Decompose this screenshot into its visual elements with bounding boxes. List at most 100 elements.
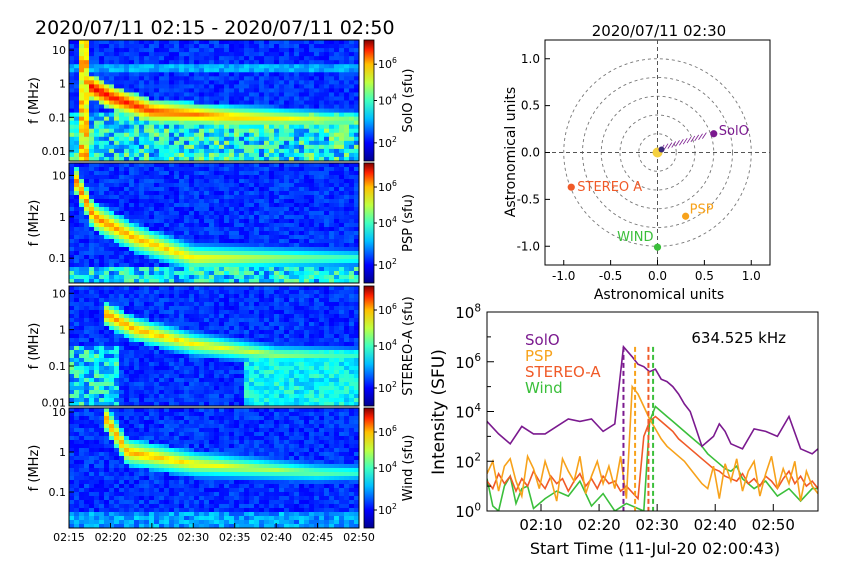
spectrogram-cell (139, 354, 145, 359)
spectrogram-cell (209, 279, 215, 283)
spectrogram-cell (314, 156, 320, 161)
spectrogram-cell (229, 358, 235, 363)
spectrogram-ylabel: f (MHz) (27, 77, 42, 124)
spectrogram-cell (219, 44, 225, 49)
spectrogram-cell (214, 104, 220, 110)
spectrogram-cell (284, 334, 290, 339)
spectrogram-cell (274, 171, 280, 176)
spectrogram-cell (229, 128, 235, 134)
spectrogram-cell (134, 290, 140, 295)
spectrogram-cell (129, 263, 135, 268)
spectrogram-cell (169, 346, 175, 351)
spectrogram-cell (284, 326, 290, 331)
spectrogram-cell (124, 140, 130, 146)
spectrogram-cell (114, 378, 120, 383)
spectrogram-cell (139, 358, 145, 363)
spectrogram-cell (229, 116, 235, 122)
spectrogram-cell (174, 247, 180, 252)
spectrogram-cell (294, 338, 300, 343)
spectrogram-cell (164, 223, 170, 228)
spectrogram-cell (279, 279, 285, 283)
spectrogram-cell (74, 231, 80, 236)
spectrogram-cell (304, 275, 310, 280)
spectrogram-cell (289, 144, 295, 150)
spectrogram-cell (289, 191, 295, 196)
spectrogram-cell (244, 394, 250, 399)
spectrogram-cell (129, 199, 135, 204)
spectrogram-cell (249, 223, 255, 228)
spectrogram-cell (179, 259, 185, 264)
spectrogram-cell (279, 40, 285, 45)
spectrogram-cell (184, 302, 190, 307)
spectrogram-cell (99, 334, 105, 339)
spectrogram-cell (304, 267, 310, 272)
spectrogram-cell (174, 366, 180, 371)
spectrogram-cell (94, 104, 100, 110)
spectrogram-cell (69, 88, 75, 93)
spectrogram-cell (89, 223, 95, 228)
spectrogram-cell (189, 263, 195, 268)
spectrogram-cell (294, 243, 300, 248)
spectrogram-cell (204, 255, 210, 260)
spectrogram-cell (319, 279, 325, 283)
spectrogram-cell (194, 163, 200, 168)
spectrogram-cell (274, 310, 280, 315)
spectrogram-cell (204, 40, 210, 45)
spectrogram-cell (144, 382, 150, 387)
spectrogram-cell (289, 171, 295, 176)
spectrogram-cell (219, 132, 225, 138)
spectrogram-cell (294, 179, 300, 184)
spectrogram-cell (199, 100, 205, 106)
spectrogram-cell (69, 354, 75, 359)
spectrogram-cell (109, 334, 115, 339)
spectrogram-cell (69, 322, 75, 327)
spectrogram-cell (224, 275, 230, 280)
spectrogram-cell (99, 128, 105, 134)
spectrogram-cell (74, 199, 80, 204)
spectrogram-cell (274, 140, 280, 146)
spectrogram-cell (304, 211, 310, 216)
spectrogram-cell (169, 80, 175, 85)
spectrogram-cell (204, 322, 210, 327)
spectrogram-cell (219, 207, 225, 212)
spectrogram-cell (154, 163, 160, 168)
spectrogram-cell (254, 68, 260, 73)
spectrogram-cell (319, 199, 325, 204)
spectrogram-cell (94, 354, 100, 359)
spectrogram-cell (109, 215, 115, 220)
spectrogram-cell (114, 84, 120, 89)
spectrogram-cell (299, 227, 305, 232)
spectrogram-cell (169, 275, 175, 280)
spectrogram-cell (109, 211, 115, 216)
spectrogram-cell (214, 219, 220, 224)
spectrogram-cell (79, 231, 85, 236)
spectrogram-cell (349, 44, 355, 49)
spectrogram-cell (209, 294, 215, 299)
spectrogram-cell (224, 140, 230, 146)
spectrogram-cell (234, 386, 240, 391)
spectrogram-cell (84, 76, 90, 81)
spectrogram-cell (139, 366, 145, 371)
spectrogram-cell (84, 382, 90, 387)
spectrogram-cell (334, 251, 340, 256)
spectrogram-cell (99, 362, 105, 367)
spectrogram-cell (74, 346, 80, 351)
spectrogram-cell (284, 104, 290, 110)
spectrogram-cell (154, 279, 160, 283)
spectrogram-cell (144, 108, 150, 114)
spectrogram-cell (354, 195, 359, 200)
spectrogram-cell (134, 390, 140, 395)
spectrogram-cell (204, 72, 210, 77)
spectrogram-cell (104, 179, 110, 184)
spectrogram-cell (264, 167, 270, 172)
spectrogram-cell (124, 235, 130, 240)
spectrogram-cell (119, 310, 125, 315)
spectrogram-cell (304, 44, 310, 49)
spectrogram-cell (229, 247, 235, 252)
spectrogram-cell (299, 148, 305, 154)
spectrogram-cell (244, 116, 250, 122)
spectrogram-cell (164, 128, 170, 134)
spectrogram-cell (219, 390, 225, 395)
spectrogram-cell (159, 314, 165, 319)
